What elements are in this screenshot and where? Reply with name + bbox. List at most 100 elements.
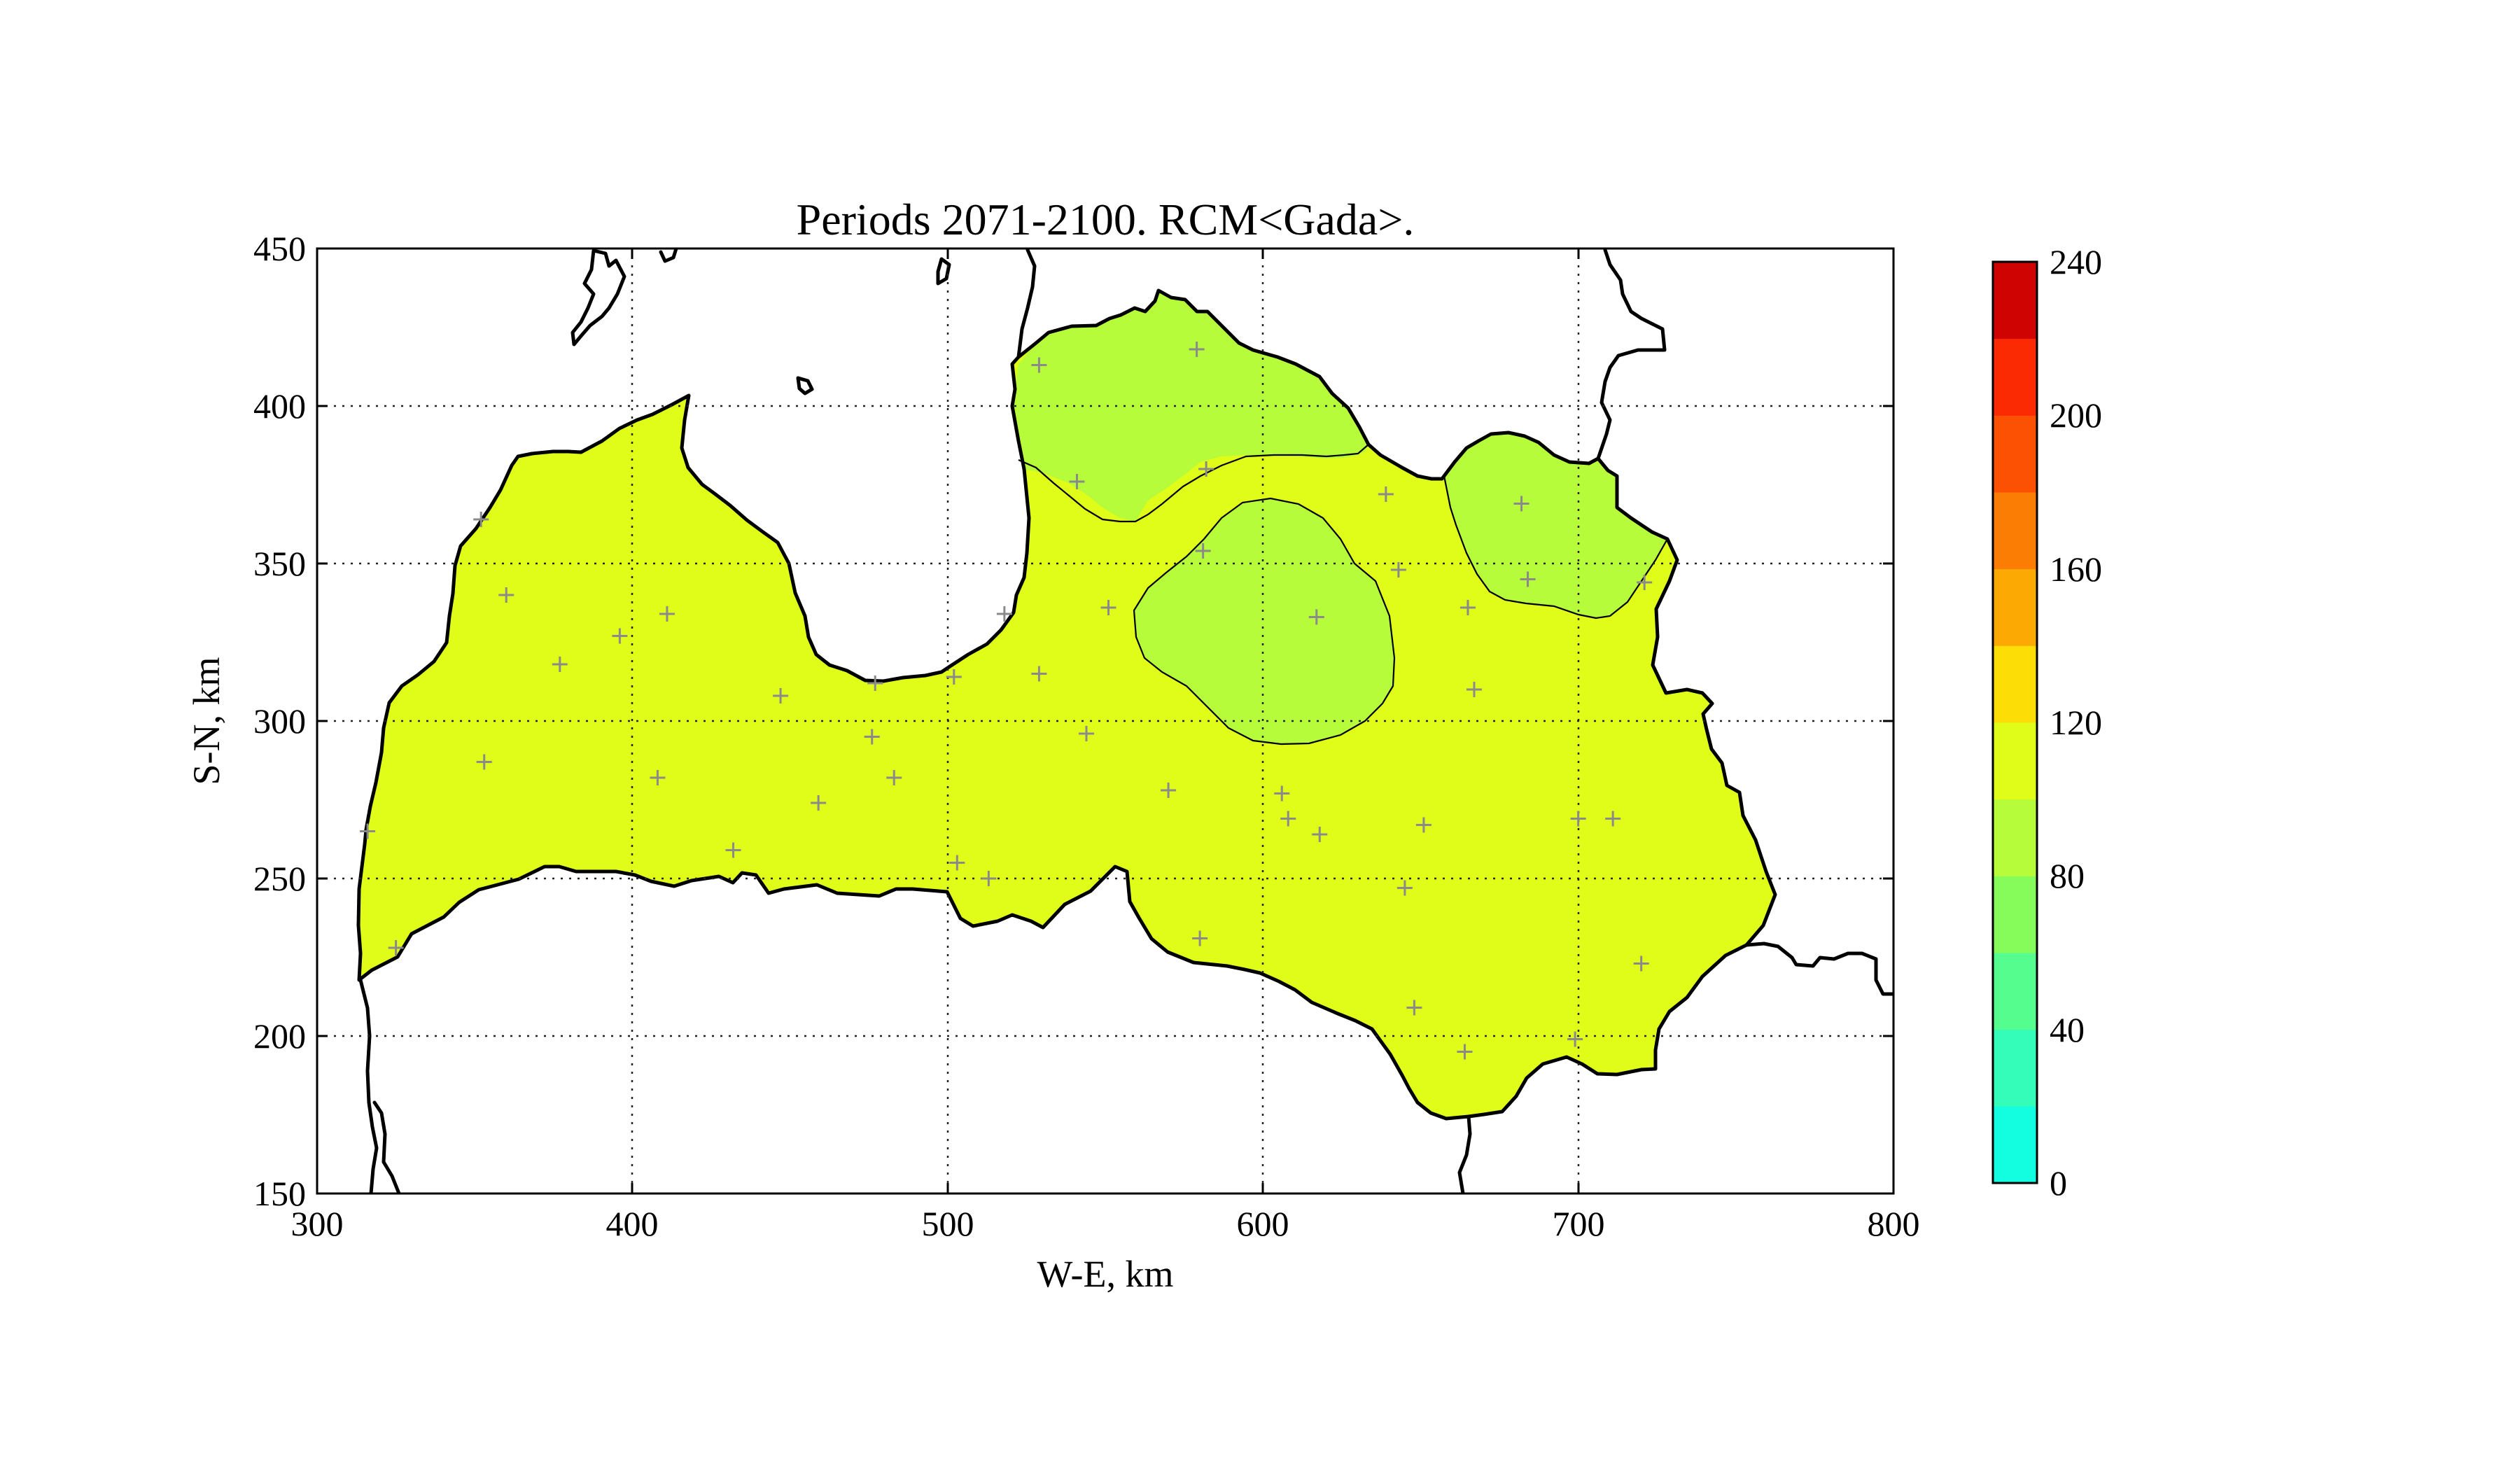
station-marker xyxy=(1567,1031,1583,1047)
contour-line-100 xyxy=(1018,444,1369,523)
colorbar-swatch xyxy=(1993,799,2037,876)
station-marker xyxy=(388,940,404,955)
coastline xyxy=(356,288,1777,1121)
axis-tick-marks xyxy=(316,248,1895,1194)
colorbar xyxy=(1993,262,2037,1184)
colorbar-swatch xyxy=(1993,568,2037,646)
station-marker xyxy=(1406,1000,1422,1016)
station-marker xyxy=(1161,783,1177,798)
station-marker xyxy=(1570,811,1586,827)
colorbar-swatch xyxy=(1993,1029,2037,1107)
region-80-100-north xyxy=(1012,290,1368,522)
border-fragment xyxy=(1457,1114,1472,1194)
y-tick-label: 450 xyxy=(253,229,306,268)
contour-line-100 xyxy=(1443,475,1668,620)
station-marker xyxy=(1457,1044,1473,1060)
station-markers xyxy=(360,342,1653,1060)
x-tick-label: 400 xyxy=(606,1204,659,1243)
station-marker xyxy=(552,657,568,672)
station-marker xyxy=(473,512,489,527)
station-marker xyxy=(1466,682,1482,697)
colorbar-swatch xyxy=(1993,492,2037,570)
y-tick-label: 300 xyxy=(253,701,306,741)
station-marker xyxy=(1312,827,1328,842)
station-marker xyxy=(476,754,492,770)
station-marker xyxy=(1633,955,1649,972)
region-80-100-central xyxy=(1134,498,1394,744)
x-tick-label: 600 xyxy=(1237,1204,1289,1243)
colorbar-swatch xyxy=(1993,338,2037,416)
x-tick-label: 500 xyxy=(922,1204,974,1243)
station-marker xyxy=(1637,575,1653,590)
station-marker xyxy=(1069,474,1085,489)
colorbar-swatch xyxy=(1993,645,2037,723)
station-marker xyxy=(1513,496,1530,512)
station-marker xyxy=(650,770,666,785)
station-marker xyxy=(1378,486,1394,502)
x-tick-labels: 300 400 500 600 700 800 xyxy=(291,1204,1920,1243)
station-marker xyxy=(981,871,997,886)
contour-line-100 xyxy=(1133,497,1396,746)
coast-fragment xyxy=(936,257,951,286)
station-marker xyxy=(949,855,965,871)
station-marker xyxy=(360,823,376,839)
region-100-120 xyxy=(358,290,1775,1119)
colorbar-tick-label: 120 xyxy=(2050,703,2102,742)
station-marker xyxy=(1274,785,1290,802)
colorbar-tick-label: 160 xyxy=(2050,550,2102,589)
y-tick-label: 350 xyxy=(253,544,306,583)
station-marker xyxy=(1308,609,1324,625)
coast-fragment xyxy=(1016,248,1037,359)
x-tick-label: 700 xyxy=(1553,1204,1605,1243)
station-marker xyxy=(725,842,741,858)
station-marker xyxy=(811,795,827,811)
station-marker xyxy=(659,606,675,622)
colorbar-swatch xyxy=(1993,953,2037,1030)
colorbar-swatch xyxy=(1993,415,2037,493)
colorbar-tick-labels: 0 40 80 120 160 200 240 xyxy=(2050,242,2102,1203)
station-marker xyxy=(498,587,514,603)
y-axis-label: S-N, km xyxy=(186,657,227,785)
plot-area xyxy=(317,248,1893,1194)
station-marker xyxy=(1189,342,1205,357)
colorbar-tick-label: 40 xyxy=(2050,1010,2085,1049)
station-marker xyxy=(1198,461,1214,477)
colorbar-swatch xyxy=(1993,262,2037,340)
chart-title: Periods 2071-2100. RCM<Gada>. xyxy=(797,195,1415,244)
x-tick-label: 800 xyxy=(1868,1204,1920,1243)
colorbar-swatch xyxy=(1993,1106,2037,1184)
grid xyxy=(317,248,1893,1194)
colorbar-tick-label: 240 xyxy=(2050,242,2102,281)
station-marker xyxy=(1078,726,1094,741)
colorbar-tick-label: 0 xyxy=(2050,1163,2067,1203)
station-marker xyxy=(1195,543,1211,559)
y-tick-label: 150 xyxy=(253,1174,306,1213)
x-tick-label: 300 xyxy=(291,1204,344,1243)
station-marker xyxy=(1390,562,1406,578)
station-marker xyxy=(1031,666,1047,682)
station-marker xyxy=(1192,930,1208,946)
y-tick-label: 400 xyxy=(253,386,306,426)
coast-fragment xyxy=(570,248,626,346)
region-80-100-northeast xyxy=(1444,433,1667,618)
station-marker xyxy=(946,669,962,685)
station-marker xyxy=(1031,357,1047,373)
station-marker xyxy=(1100,600,1116,615)
station-marker xyxy=(1415,817,1432,833)
y-tick-labels: 150 200 250 300 350 400 450 xyxy=(253,229,306,1213)
coast-fragment xyxy=(358,978,379,1194)
station-marker xyxy=(1605,811,1621,827)
station-marker xyxy=(1520,571,1536,587)
coast-fragment xyxy=(659,248,678,263)
station-marker xyxy=(864,729,880,745)
coast-fragment xyxy=(796,376,814,396)
coast-fragment xyxy=(372,1100,401,1194)
station-marker xyxy=(1280,811,1296,827)
y-tick-label: 250 xyxy=(253,859,306,898)
station-marker xyxy=(886,770,902,785)
colorbar-swatch xyxy=(1993,876,2037,953)
colorbar-tick-label: 200 xyxy=(2050,396,2102,435)
colorbar-frame xyxy=(1991,260,2038,1184)
station-marker xyxy=(1396,880,1413,896)
